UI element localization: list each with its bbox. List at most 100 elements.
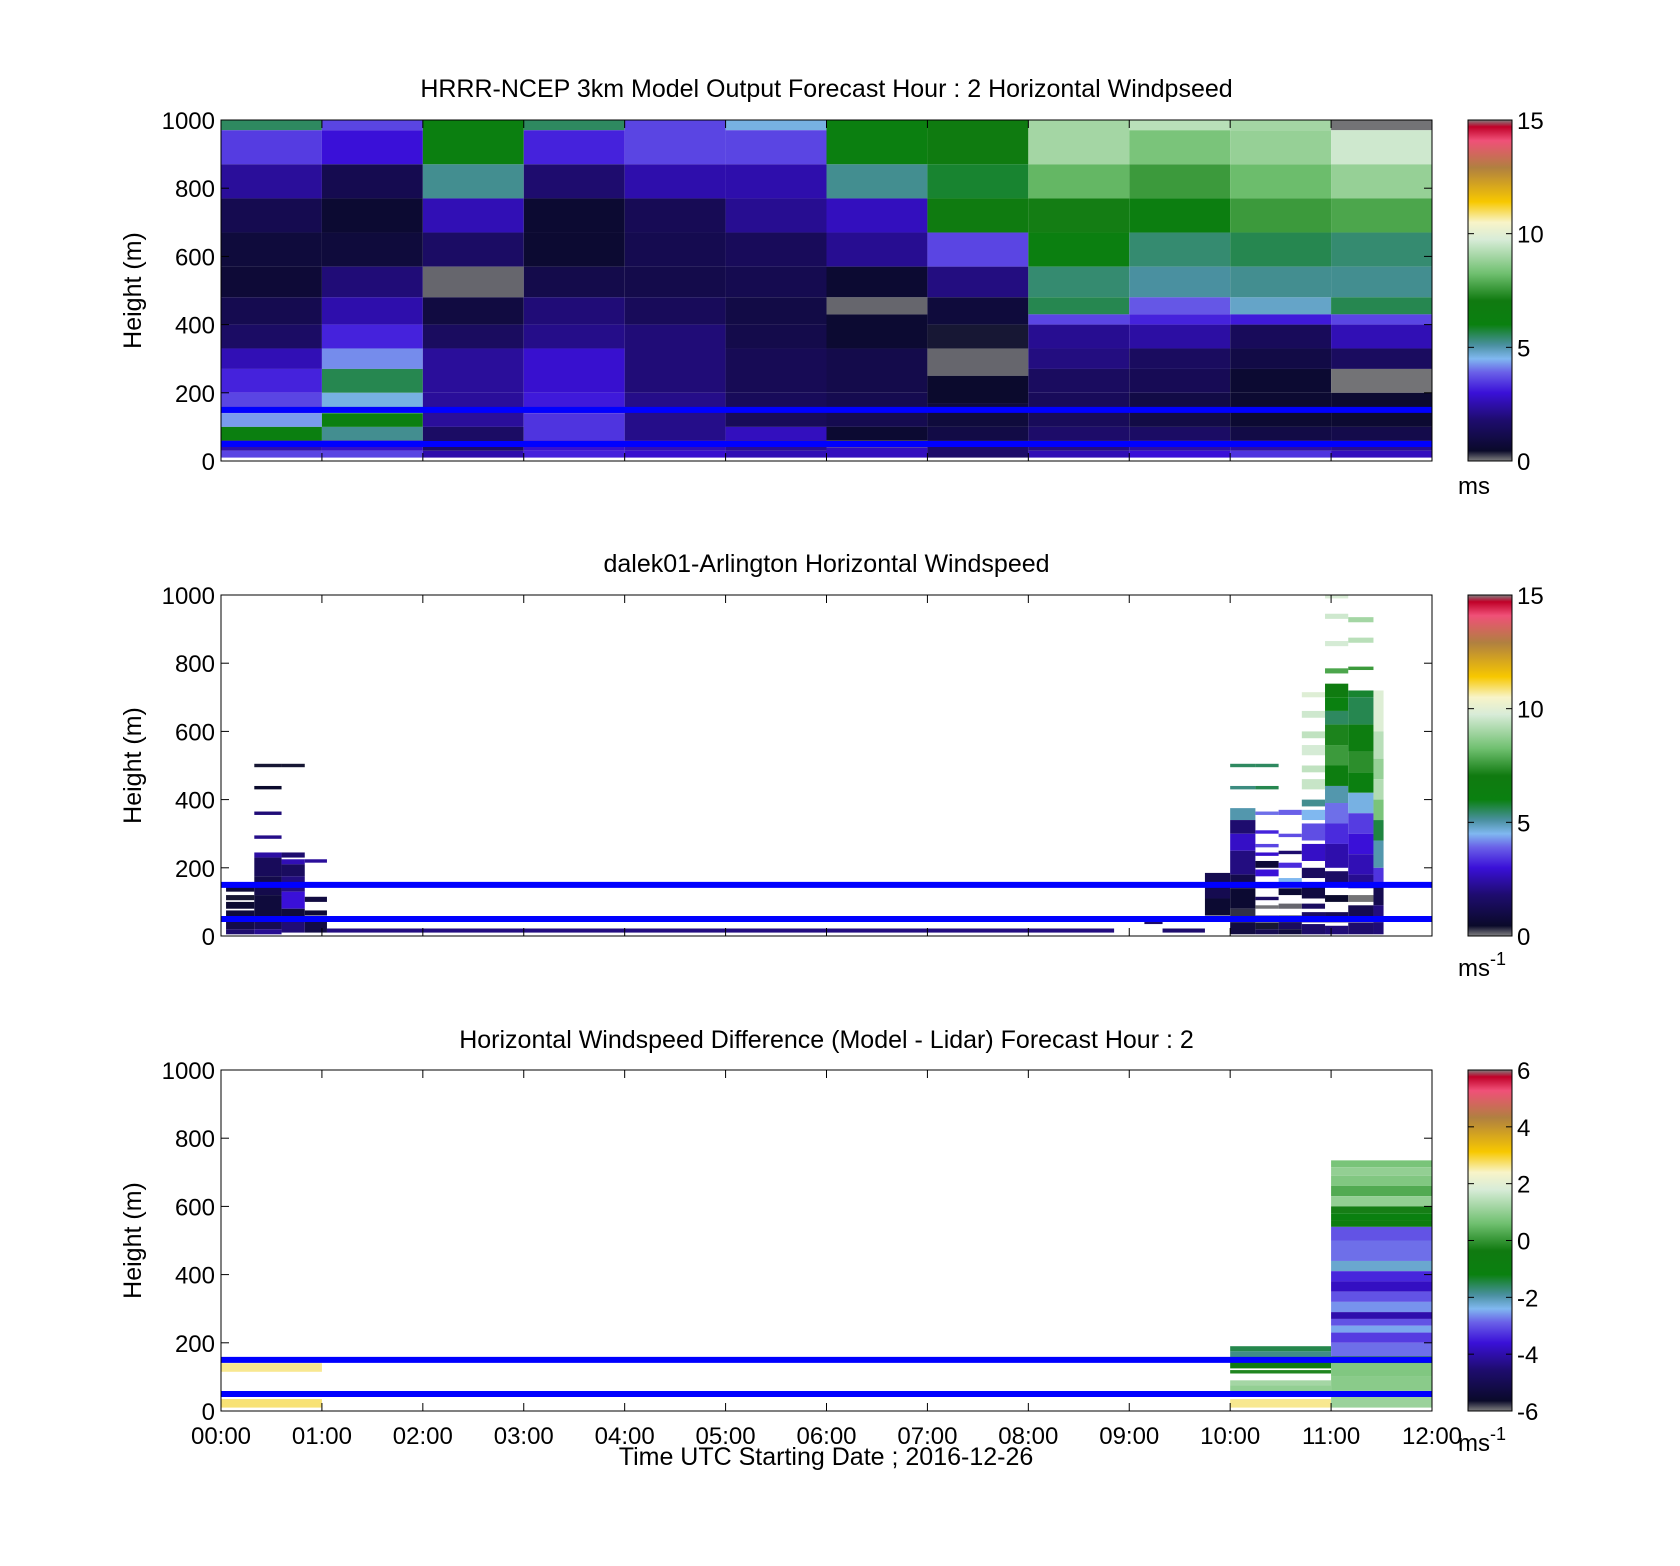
heatmap-cell [826, 120, 928, 165]
heatmap-cell [1255, 852, 1279, 856]
y-tick-label: 600 [175, 244, 215, 271]
heatmap-cell [1331, 1175, 1432, 1186]
heatmap-cell [321, 297, 423, 325]
heatmap-cell [1278, 929, 1302, 935]
y-tick-label: 400 [175, 1263, 215, 1290]
heatmap-cell [321, 368, 423, 393]
colorbar-unit-label: ms-1 [1458, 1424, 1506, 1457]
heatmap-cell [1230, 314, 1332, 325]
heatmap-cell [1331, 1240, 1432, 1261]
heatmap-cell [1325, 724, 1349, 746]
heatmap-cell [1348, 637, 1374, 643]
heatmap-cell [826, 426, 928, 441]
heatmap-cell [1230, 297, 1332, 315]
heatmap-cell [1325, 843, 1349, 868]
y-tick-label: 1000 [162, 583, 215, 610]
heatmap-cell [1301, 809, 1326, 821]
heatmap-cell [1331, 450, 1432, 458]
heatmap-cell [1204, 898, 1231, 916]
heatmap-cell [1331, 232, 1432, 267]
x-axis-label: Time UTC Starting Date ; 2016-12-26 [619, 1443, 1034, 1471]
heatmap-cell [221, 266, 322, 298]
heatmap-cell [281, 859, 305, 865]
panel-2: 0 200 400 600 800 1000 dalek01-Arlington Horiz… [119, 550, 1544, 982]
y-tick-label: 800 [175, 176, 215, 203]
heatmap-cell [1129, 232, 1231, 267]
heatmap-cell [1230, 1399, 1332, 1408]
heatmap-cell [1230, 888, 1256, 909]
heatmap-cell [1129, 314, 1231, 325]
heatmap-cell [1301, 884, 1326, 899]
heatmap-cell [221, 164, 322, 199]
heatmap-cell [1129, 450, 1231, 458]
panel-1: 0 200 400 600 800 1000 HRRR-NCEP 3km Model Out… [119, 75, 1544, 500]
heatmap-cell [221, 348, 322, 369]
heatmap-cell [422, 348, 524, 393]
heatmap-cell [1230, 120, 1332, 131]
heatmap-cell [1331, 348, 1432, 369]
heatmap-cell [1028, 324, 1130, 349]
colorbar: 0 5 10 15 ms-1 [1458, 583, 1544, 982]
heatmap-cell [1331, 1363, 1432, 1377]
heatmap-cell [624, 297, 726, 325]
heatmap-cell [1028, 426, 1130, 441]
heatmap-cell [422, 266, 524, 298]
heatmap-cell [1373, 758, 1384, 780]
heatmap-cell [1325, 871, 1349, 885]
heatmap-cell [1129, 297, 1231, 315]
heatmap-cell [321, 198, 423, 233]
heatmap-cell [523, 164, 625, 199]
colorbar-unit-label: ms-1 [1458, 949, 1506, 982]
heatmap-cell [1129, 324, 1231, 349]
heatmap-cell [1255, 896, 1279, 901]
heatmap-cell [226, 929, 255, 935]
heatmap-cell [226, 884, 255, 892]
heatmap-cell [422, 164, 524, 199]
heatmap-cell [1348, 833, 1374, 855]
heatmap-cell [281, 852, 305, 858]
heatmap-cell [1373, 799, 1384, 821]
heatmap-cell [1331, 1281, 1432, 1292]
heatmap-cell [221, 120, 322, 131]
heatmap-cell [1301, 710, 1326, 718]
colorbar-tick-label: 2 [1517, 1172, 1530, 1199]
colorbar-tick-label: 0 [1517, 449, 1530, 476]
heatmap-cell [725, 232, 827, 267]
x-tick-label: 06:00 [796, 1423, 856, 1450]
heatmap-cell [1028, 297, 1130, 315]
heatmap-cell [1348, 772, 1374, 793]
colorbar-unit-label: ms [1458, 473, 1490, 500]
y-tick-label: 400 [175, 313, 215, 340]
heatmap-cell [1373, 884, 1384, 906]
x-tick-label: 10:00 [1200, 1423, 1260, 1450]
heatmap-cell [826, 164, 928, 199]
heatmap-cell [1331, 314, 1432, 325]
heatmap-cell [1331, 1167, 1432, 1176]
heatmap-cell [1325, 785, 1349, 804]
heatmap-cell [1331, 324, 1432, 349]
heatmap-cell [1331, 120, 1432, 131]
heatmap-cell [321, 413, 423, 427]
heatmap-cell [1331, 198, 1432, 233]
heatmap-cell [304, 859, 327, 863]
heatmap-cell [1348, 922, 1374, 935]
heatmap-cell [321, 266, 423, 298]
heatmap-cell [826, 314, 928, 349]
heatmap-cell [1028, 348, 1130, 369]
y-tick-label: 0 [202, 1399, 215, 1426]
heatmap-cell [1373, 867, 1384, 885]
heatmap-cell [1331, 1196, 1432, 1207]
heatmap-cell [304, 920, 327, 933]
heatmap-cell [1325, 595, 1349, 599]
x-tick-label: 04:00 [595, 1423, 655, 1450]
colorbar-unit-superscript: -1 [1490, 1424, 1506, 1444]
heatmap-cell [1230, 426, 1332, 441]
heatmap-cell [221, 297, 322, 325]
heatmap-cell [1373, 820, 1384, 841]
heatmap-cell [1331, 1376, 1432, 1391]
heatmap-cell [221, 1399, 322, 1408]
heatmap-cell [1028, 198, 1130, 233]
heatmap-cell [1331, 1260, 1432, 1272]
y-tick-label: 800 [175, 651, 215, 678]
heatmap-cell [826, 198, 928, 233]
